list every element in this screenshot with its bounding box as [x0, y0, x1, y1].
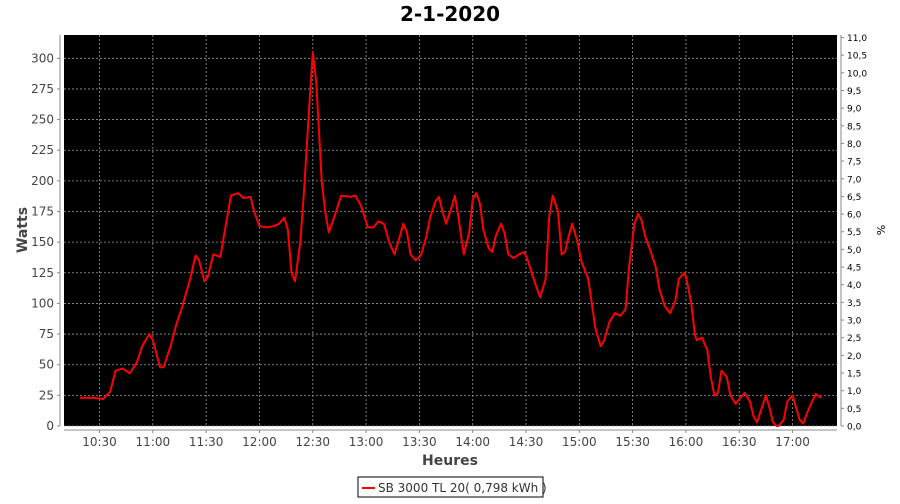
x-tick-label: 12:30	[295, 435, 330, 449]
x-axis-label: Heures	[422, 453, 478, 469]
x-tick-label: 16:30	[722, 435, 757, 449]
x-tick-label: 14:00	[455, 435, 490, 449]
y-axis-label: Watts	[15, 207, 31, 253]
x-tick-label: 15:30	[615, 435, 650, 449]
y2-tick-label: 3,5	[847, 299, 861, 309]
y-tick-label: 125	[31, 266, 54, 280]
y-tick-label: 250	[31, 113, 54, 127]
x-tick-label: 13:30	[402, 435, 437, 449]
y2-tick-label: 9,0	[847, 105, 862, 115]
x-tick-label: 15:00	[562, 435, 597, 449]
y2-axis-label: %	[874, 225, 887, 235]
y-tick-label: 275	[31, 82, 54, 96]
y-tick-label: 300	[31, 51, 54, 65]
y2-tick-label: 1,5	[847, 370, 861, 380]
y2-tick-label: 8,0	[847, 140, 862, 150]
y-tick-label: 75	[39, 327, 54, 341]
y2-tick-label: 0,0	[847, 423, 862, 433]
y2-tick-label: 10,0	[847, 69, 867, 79]
y2-tick-label: 6,0	[847, 211, 862, 221]
x-tick-label: 12:00	[242, 435, 277, 449]
y2-tick-label: 2,0	[847, 352, 862, 362]
y2-tick-label: 4,0	[847, 281, 862, 291]
legend-label: SB 3000 TL 20( 0,798 kWh )	[378, 481, 547, 495]
y2-tick-label: 4,5	[847, 264, 861, 274]
y2-tick-label: 7,0	[847, 175, 862, 185]
y2-tick-label: 9,5	[847, 87, 861, 97]
x-tick-label: 14:30	[509, 435, 544, 449]
y-tick-label: 225	[31, 143, 54, 157]
x-tick-label: 11:00	[136, 435, 171, 449]
y-tick-label: 175	[31, 205, 54, 219]
y-tick-label: 150	[31, 235, 54, 249]
y2-tick-label: 1,0	[847, 387, 862, 397]
x-tick-label: 10:30	[82, 435, 117, 449]
y2-tick-label: 11,0	[847, 34, 867, 44]
legend: SB 3000 TL 20( 0,798 kWh )	[358, 477, 547, 497]
y2-tick-label: 6,5	[847, 193, 861, 203]
x-tick-label: 17:00	[775, 435, 810, 449]
y-tick-label: 100	[31, 296, 54, 310]
x-tick-label: 11:30	[189, 435, 224, 449]
x-tick-label: 13:00	[349, 435, 384, 449]
y-tick-label: 50	[39, 358, 54, 372]
x-tick-label: 16:00	[669, 435, 704, 449]
plot-area	[64, 35, 837, 426]
y2-tick-label: 8,5	[847, 122, 861, 132]
chart-title: 2-1-2020	[400, 2, 500, 26]
y-tick-label: 200	[31, 174, 54, 188]
y2-tick-label: 0,5	[847, 405, 861, 415]
y2-tick-label: 3,0	[847, 317, 862, 327]
y-tick-label: 25	[39, 388, 54, 402]
y2-tick-label: 7,5	[847, 158, 861, 168]
y2-tick-label: 2,5	[847, 334, 861, 344]
y2-tick-label: 5,0	[847, 246, 862, 256]
y2-tick-label: 10,5	[847, 52, 867, 62]
y-tick-label: 0	[46, 419, 54, 433]
y2-tick-label: 5,5	[847, 228, 861, 238]
